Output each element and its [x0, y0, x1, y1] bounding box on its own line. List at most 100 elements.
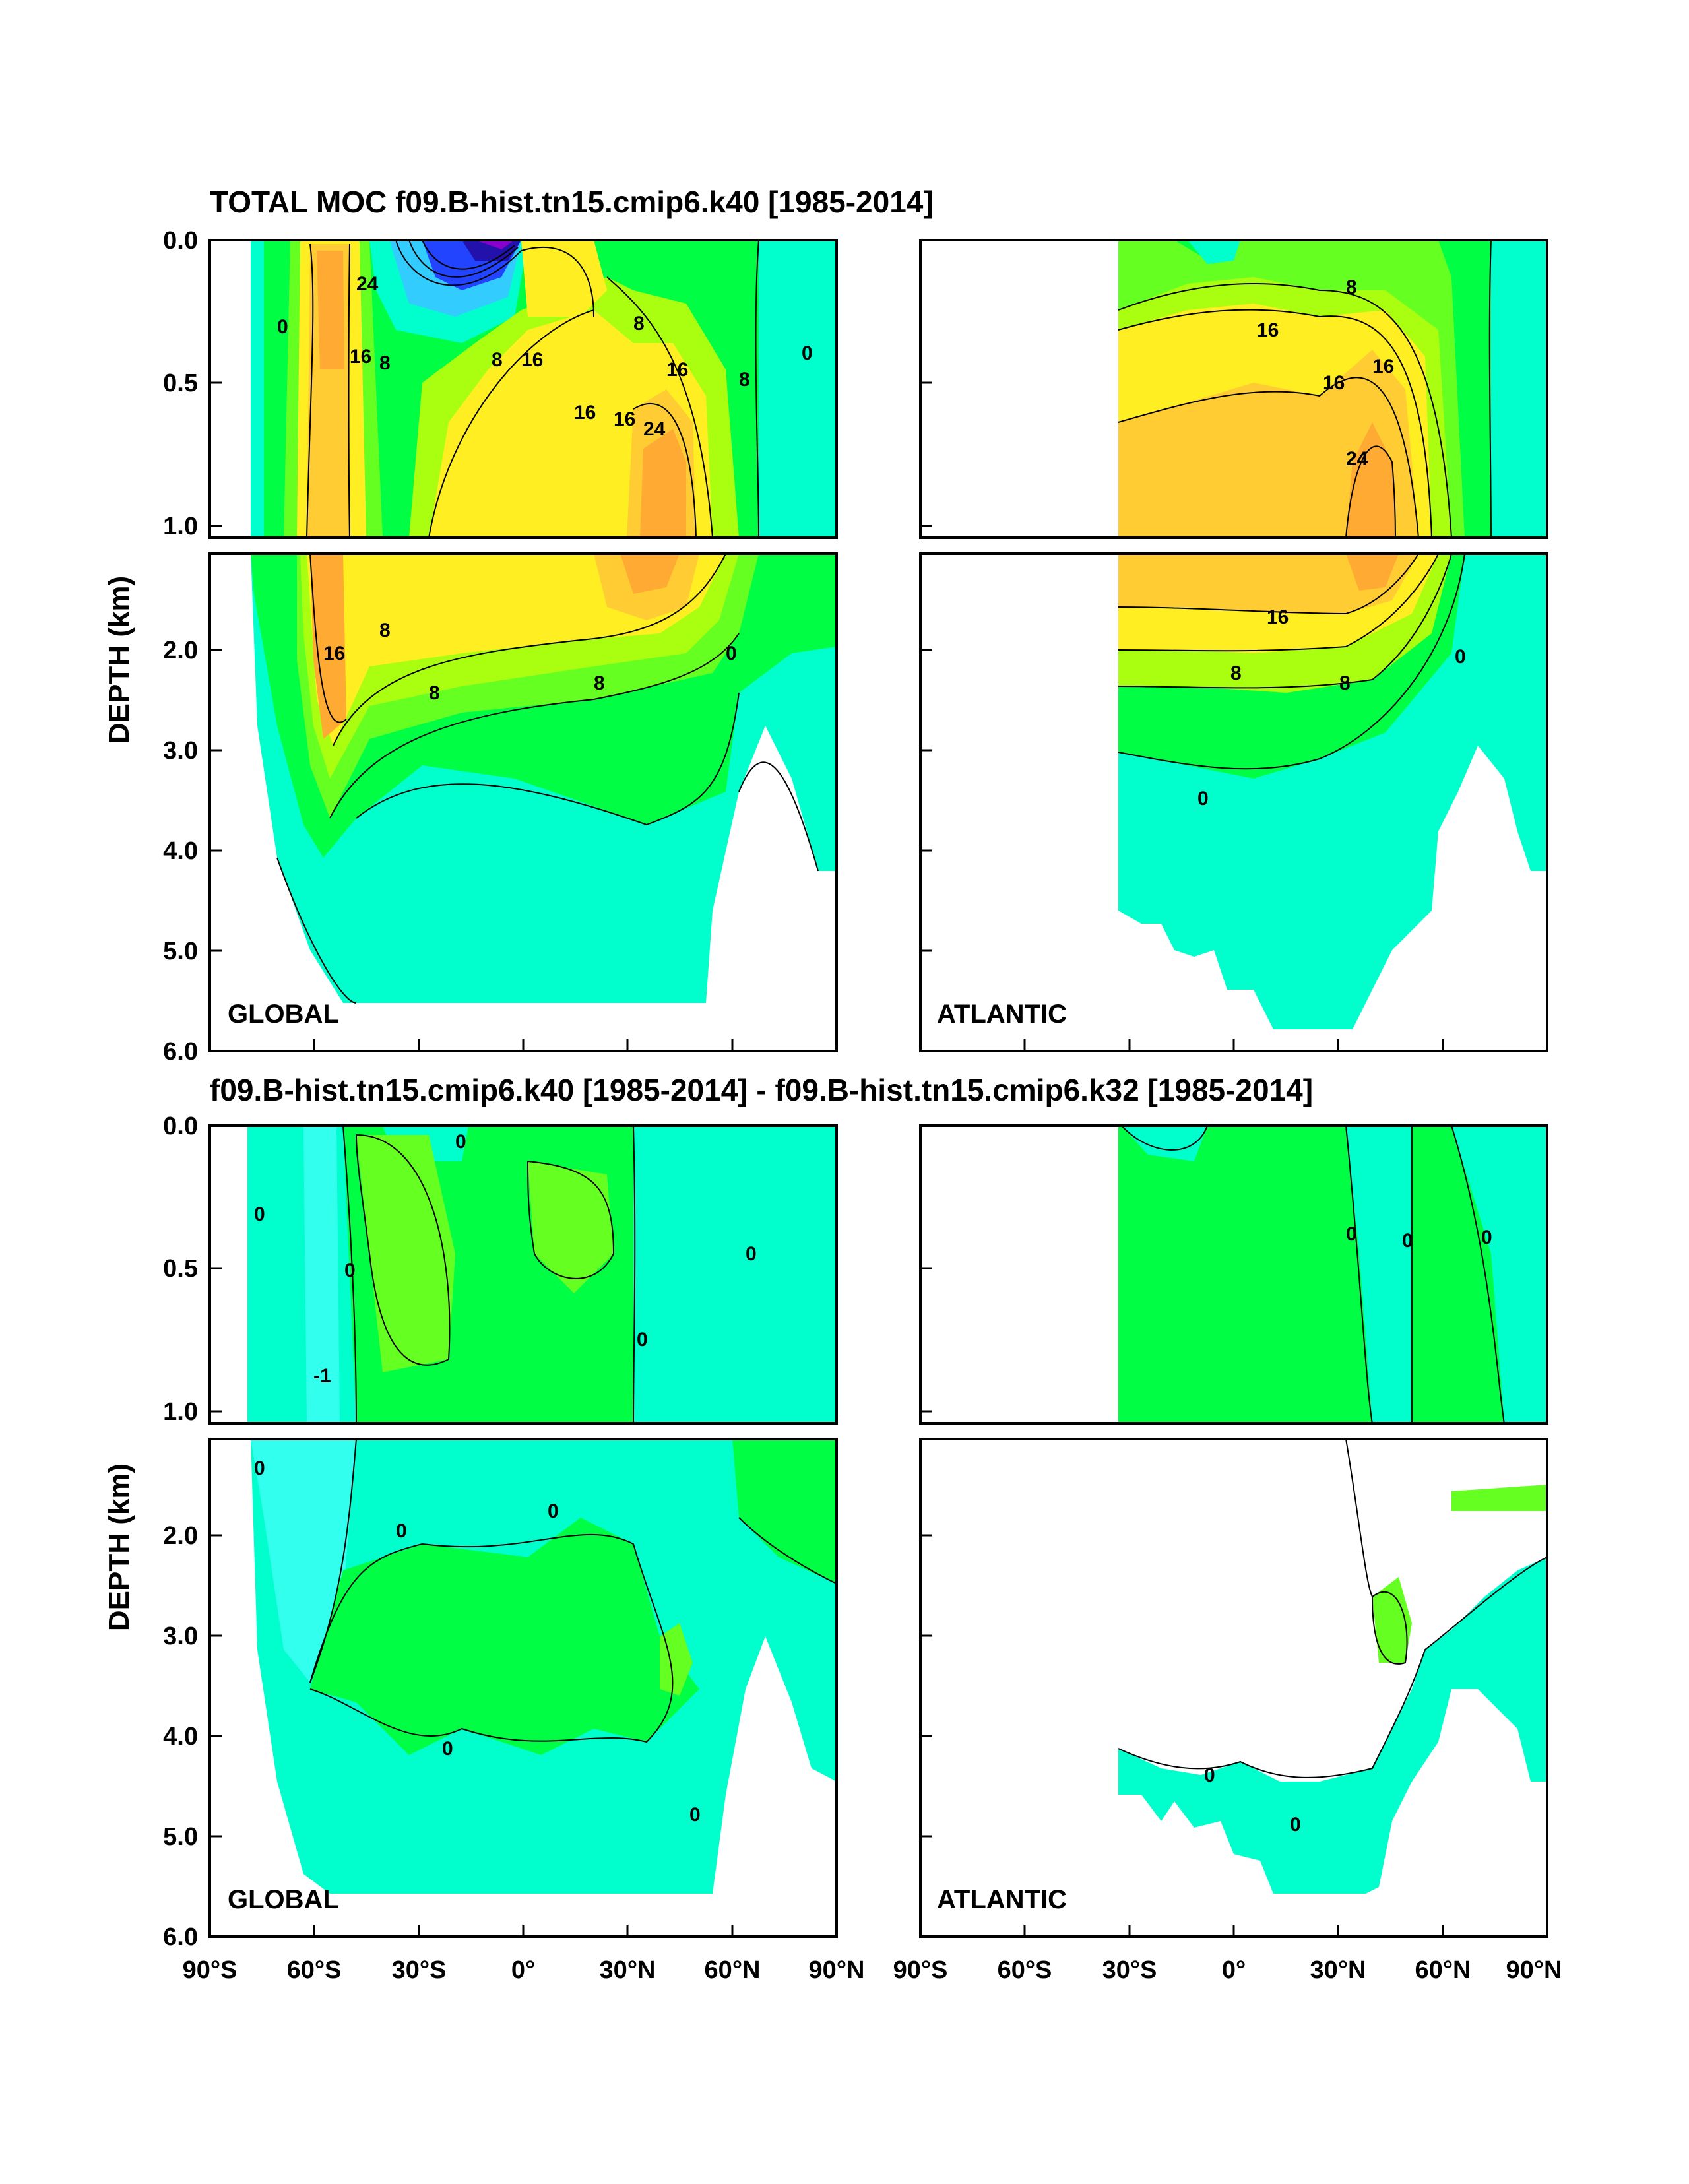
contour-label: 16 [666, 359, 688, 381]
contour-labels: 16 8 8 0 0 [1197, 606, 1466, 810]
y-tick-label: 2.0 [163, 1522, 198, 1550]
contour-label: 24 [643, 418, 666, 440]
field-orange [1346, 422, 1395, 538]
contour-label: 0 [277, 316, 288, 338]
bottom-y-ticks: 0.0 0.5 1.0 2.0 3.0 4.0 5.0 6.0 [163, 1112, 932, 1951]
contour-lines [309, 1439, 837, 1743]
x-tick-label: 0° [511, 1956, 535, 1984]
y-tick-label: 1.0 [163, 1398, 198, 1426]
contour-label: 16 [574, 402, 596, 424]
field-orange [1346, 554, 1399, 591]
contour-label: 0 [726, 643, 737, 664]
field-lightgreen [660, 1623, 693, 1696]
contour-lines [342, 1126, 636, 1423]
field-lightorange [1118, 554, 1418, 614]
bottom-global-region-label: GLOBAL [228, 1885, 339, 1914]
field-lightgreen [1451, 1485, 1547, 1511]
contour-label: 0 [1455, 646, 1466, 668]
contour-label: 16 [1372, 356, 1394, 377]
top-atlantic-upper-panel: 16 16 16 24 8 [1118, 240, 1547, 538]
contour-label: 16 [1267, 606, 1289, 628]
contour-label: 24 [356, 273, 379, 295]
bottom-global-upper-panel: 0 0 0 -1 0 0 [247, 1126, 837, 1423]
contour-label: 0 [344, 1260, 356, 1281]
contour-lines [1118, 554, 1465, 770]
x-tick-label: 90°N [1506, 1956, 1562, 1984]
x-tick-label: 30°N [600, 1956, 656, 1984]
contour-label: 0 [746, 1243, 757, 1265]
contour-label: 0 [1290, 1814, 1301, 1836]
contour-label: 0 [254, 1204, 265, 1225]
contour-label: 16 [521, 349, 543, 371]
y-tick-label: 1.0 [163, 513, 198, 540]
contour-label: 8 [1230, 662, 1242, 684]
y-tick-label: 4.0 [163, 837, 198, 865]
field-cyan [633, 1126, 837, 1423]
field-lightorange [1118, 350, 1418, 538]
top-atlantic-lower-panel: 16 8 8 0 0 ATLANTIC [937, 554, 1547, 1029]
bottom-x-ticks: 90°S 60°S 30°S 0° 30°N 60°N 90°N 90°S 60… [183, 1925, 1562, 1984]
contour-label: 8 [379, 352, 391, 374]
contour-label: 8 [1346, 276, 1357, 298]
field-green [310, 1518, 699, 1755]
y-tick-label: 0.5 [163, 369, 198, 397]
x-tick-label: 60°S [998, 1956, 1052, 1984]
y-tick-label: 2.0 [163, 637, 198, 664]
contour-label: 8 [429, 682, 440, 704]
x-tick-label: 90°S [893, 1956, 948, 1984]
contour-label: 8 [739, 369, 750, 391]
top-global-region-label: GLOBAL [228, 1000, 339, 1029]
contour-label: -1 [313, 1365, 331, 1387]
field-yellow [521, 240, 607, 317]
contour-label: 0 [442, 1738, 453, 1760]
contour-label: 24 [1346, 448, 1368, 470]
field-green [732, 1439, 837, 1584]
bottom-global-lower-panel: 0 0 0 0 0 GLOBAL [228, 1439, 837, 1914]
top-panel-title: TOTAL MOC f09.B-hist.tn15.cmip6.k40 [198… [210, 185, 934, 219]
y-tick-label: 0.0 [163, 1112, 198, 1140]
x-tick-label: 30°N [1310, 1956, 1366, 1984]
contour-labels: 16 16 16 24 8 [1257, 276, 1394, 470]
contour-lines [1118, 1439, 1547, 1778]
bottom-atlantic-region-label: ATLANTIC [937, 1885, 1067, 1914]
bottom-atlantic-lower-panel: 0 0 ATLANTIC [937, 1439, 1547, 1914]
field-cyan [1491, 240, 1547, 538]
x-tick-label: 90°N [809, 1956, 865, 1984]
contour-label: 0 [1197, 788, 1209, 810]
field-cyan [1122, 1126, 1207, 1161]
contour-label: 0 [637, 1329, 648, 1351]
y-tick-label: 4.0 [163, 1723, 198, 1750]
top-global-upper-panel: 24 16 8 0 16 8 16 16 8 24 16 8 0 [251, 240, 837, 538]
top-y-ticks: 0.0 0.5 1.0 2.0 3.0 4.0 5.0 6.0 [163, 227, 932, 1066]
field-cyan [1451, 1126, 1547, 1423]
bottom-y-axis-label: DEPTH (km) [103, 1463, 135, 1631]
contour-label: 8 [633, 313, 645, 335]
field-cyan [251, 240, 264, 538]
x-tick-label: 0° [1222, 1956, 1246, 1984]
contour-lines [1118, 240, 1492, 538]
field-cyan [247, 1126, 356, 1423]
field-lightcyan [303, 1126, 340, 1423]
field-cyan [759, 240, 837, 538]
contour-label: 0 [455, 1131, 466, 1153]
x-tick-label: 30°S [1102, 1956, 1157, 1984]
field-lightgreen [528, 1161, 614, 1293]
contour-label: 8 [594, 672, 605, 694]
x-tick-label: 60°N [1415, 1956, 1471, 1984]
contour-label: 0 [254, 1458, 265, 1479]
field-lightgreen [1372, 1577, 1412, 1663]
contour-label: 16 [350, 346, 371, 368]
top-atlantic-region-label: ATLANTIC [937, 1000, 1067, 1029]
contour-label: 8 [379, 620, 391, 641]
contour-lines [276, 554, 819, 1004]
contour-labels: 16 8 8 8 0 [323, 620, 737, 704]
bottom-panel-title: f09.B-hist.tn15.cmip6.k40 [1985-2014] - … [210, 1073, 1313, 1107]
field-orange [317, 251, 344, 369]
contour-lines [306, 240, 759, 538]
x-tick-label: 90°S [183, 1956, 238, 1984]
y-tick-label: 6.0 [163, 1923, 198, 1951]
contour-labels: 0 0 [1204, 1764, 1301, 1836]
contour-label: 0 [396, 1520, 407, 1542]
x-tick-label: 60°S [287, 1956, 342, 1984]
